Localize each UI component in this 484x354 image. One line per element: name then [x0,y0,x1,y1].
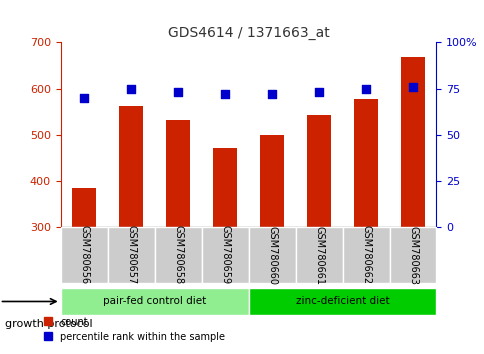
Text: growth protocol: growth protocol [5,319,92,329]
Bar [213,148,236,227]
Text: pair-fed control diet: pair-fed control diet [103,297,206,307]
Bar [353,99,377,227]
Point [362,86,369,92]
FancyBboxPatch shape [60,227,107,283]
Point [127,86,135,92]
Text: GSM780657: GSM780657 [126,225,136,285]
Bar [119,106,143,227]
Bar [166,120,189,227]
FancyBboxPatch shape [107,227,154,283]
Text: GSM780658: GSM780658 [173,225,182,285]
Bar [260,135,283,227]
Point [174,90,182,95]
Text: GSM780660: GSM780660 [267,225,276,285]
Point [268,91,275,97]
FancyBboxPatch shape [248,227,295,283]
Text: GSM780663: GSM780663 [407,225,417,285]
Point [80,95,88,101]
Point [221,91,228,97]
Bar [307,115,330,227]
FancyBboxPatch shape [389,227,436,283]
Bar [400,57,424,227]
FancyBboxPatch shape [295,227,342,283]
FancyBboxPatch shape [201,227,248,283]
Text: zinc-deficient diet: zinc-deficient diet [295,297,389,307]
Point [408,84,416,90]
Point [315,90,322,95]
FancyBboxPatch shape [248,287,436,315]
Bar [72,188,96,227]
Title: GDS4614 / 1371663_at: GDS4614 / 1371663_at [167,26,329,40]
FancyBboxPatch shape [342,227,389,283]
Text: GSM780661: GSM780661 [314,225,323,285]
Text: GSM780662: GSM780662 [360,225,370,285]
FancyBboxPatch shape [60,287,248,315]
Legend: count, percentile rank within the sample: count, percentile rank within the sample [39,313,228,346]
FancyBboxPatch shape [154,227,201,283]
Text: GSM780659: GSM780659 [220,225,229,285]
Text: GSM780656: GSM780656 [79,225,89,285]
